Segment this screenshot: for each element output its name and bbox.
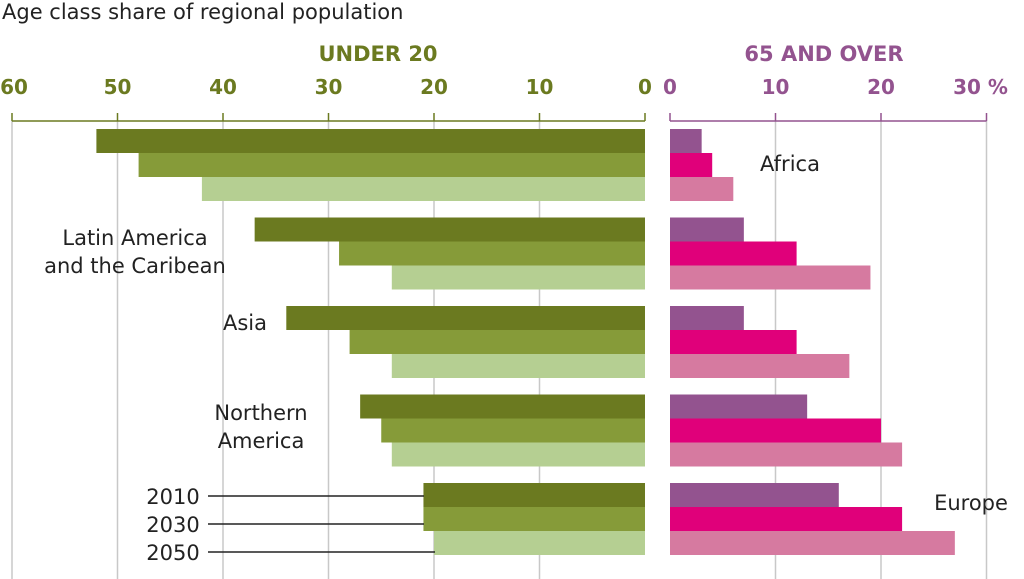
bar-under20-2030 — [349, 330, 645, 354]
tick-label-left: 40 — [209, 75, 237, 99]
bar-over65-2030 — [670, 241, 797, 266]
bar-under20-2050 — [201, 177, 645, 201]
category-label: Asia — [223, 311, 267, 335]
bar-under20-2050 — [391, 354, 645, 378]
chart-caption: Age class share of regional population — [2, 0, 404, 24]
bar-over65-2030 — [670, 153, 713, 177]
bar-under20-2010 — [360, 394, 645, 419]
bar-over65-2030 — [670, 330, 797, 354]
axes: UNDER 20 65 AND OVER 60 50 40 30 20 10 0 0 10 20 30 … — [0, 42, 1008, 122]
tick-label-right: 0 — [663, 75, 677, 99]
bar-under20-2030 — [138, 153, 645, 177]
tick-label-left: 0 — [638, 75, 652, 99]
bar-over65-2010 — [670, 483, 839, 507]
bar-under20-2010 — [423, 483, 645, 507]
bar-under20-2050 — [434, 531, 645, 555]
bar-over65-2050 — [670, 354, 850, 378]
bar-under20-2050 — [391, 442, 645, 467]
tick-label-left: 50 — [104, 75, 132, 99]
tick-label-left: 20 — [420, 75, 448, 99]
under20-title: UNDER 20 — [318, 42, 437, 66]
bar-over65-2050 — [670, 531, 955, 555]
legend: 2010 2030 2050 — [146, 485, 435, 565]
bar-over65-2050 — [670, 442, 903, 467]
over65-title: 65 AND OVER — [744, 42, 903, 66]
tick-label-left: 60 — [0, 75, 28, 99]
category-label: Latin America — [62, 226, 207, 250]
bar-under20-2010 — [96, 129, 645, 153]
tick-label-right: 20 — [867, 75, 895, 99]
bar-over65-2010 — [670, 306, 744, 330]
bar-under20-2030 — [339, 241, 645, 266]
tick-label-left: 30 — [315, 75, 343, 99]
legend-label-2050: 2050 — [146, 541, 199, 565]
bar-under20-2030 — [381, 418, 645, 443]
bar-over65-2030 — [670, 507, 903, 531]
bar-over65-2010 — [670, 394, 808, 419]
category-label: Africa — [760, 152, 820, 176]
bar-over65-2030 — [670, 418, 881, 443]
bar-over65-2050 — [670, 265, 871, 290]
category-label: and the Caribean — [44, 254, 226, 278]
bar-over65-2010 — [670, 217, 744, 242]
bar-over65-2050 — [670, 177, 734, 201]
legend-label-2010: 2010 — [146, 485, 199, 509]
tick-label-right: 10 — [762, 75, 790, 99]
bar-under20-2030 — [423, 507, 645, 531]
bar-under20-2050 — [391, 265, 645, 290]
legend-label-2030: 2030 — [146, 513, 199, 537]
bar-under20-2010 — [286, 306, 645, 330]
bar-under20-2010 — [254, 217, 645, 242]
category-label: America — [218, 429, 305, 453]
tick-label-left: 10 — [526, 75, 554, 99]
bars — [96, 129, 955, 555]
bar-over65-2010 — [670, 129, 702, 153]
tick-label-right: 30 % — [953, 75, 1008, 99]
category-label: Northern — [214, 401, 307, 425]
category-labels: Africa Latin America and the Caribean Asia N… — [44, 152, 1008, 515]
category-label: Europe — [934, 491, 1008, 515]
